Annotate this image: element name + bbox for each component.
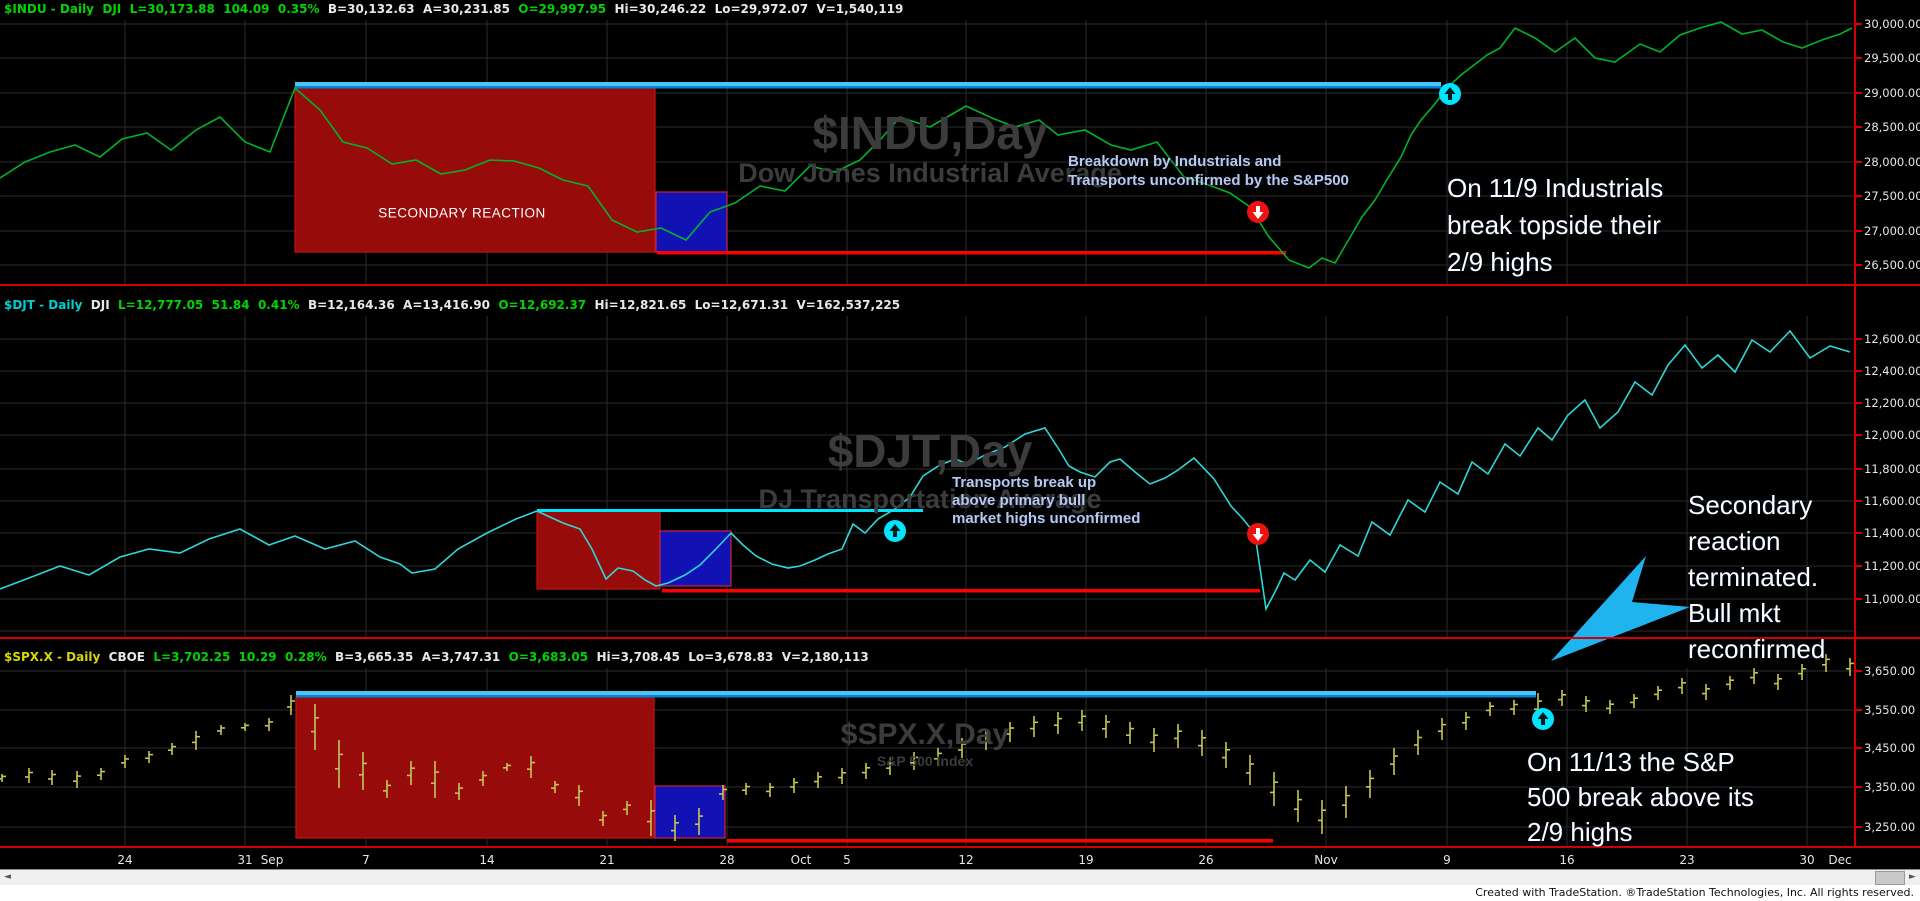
secondary-reaction-box[interactable] (295, 696, 655, 839)
y-axis-label: 11,800.00 (1864, 462, 1920, 476)
y-axis-label: 3,250.00 (1864, 820, 1916, 834)
x-axis-label: 30 (1799, 853, 1815, 867)
confirmation-box[interactable] (655, 191, 728, 253)
x-axis-label: Dec (1828, 853, 1852, 867)
y-axis-label: 3,350.00 (1864, 780, 1916, 794)
breakout-level-line[interactable] (296, 691, 1536, 695)
x-axis-label: 24 (117, 853, 133, 867)
y-axis-label: 12,000.00 (1864, 428, 1920, 442)
x-axis-label: 12 (958, 853, 974, 867)
annotation-indu-0[interactable]: Breakdown by Industrials and Transports u… (1068, 153, 1349, 189)
header-segment: O=29,997.95 (518, 2, 615, 16)
y-axis-label: 12,400.00 (1864, 364, 1920, 378)
secondary-reaction-box[interactable] (294, 85, 656, 253)
chart-header-indu: $INDU - Daily DJI L=30,173.88 104.09 0.3… (4, 2, 903, 18)
y-axis-label: 27,000.00 (1864, 224, 1920, 238)
x-axis-label: 5 (843, 853, 851, 867)
price-line-indu (0, 21, 1853, 269)
y-axis-label: 12,600.00 (1864, 332, 1920, 346)
header-segment: $DJT - Daily (4, 298, 91, 312)
arrow-down-icon (1252, 528, 1264, 541)
watermark-indu-subtitle: Dow Jones Industrial Average (738, 158, 1122, 188)
annotation-spx-0[interactable]: On 11/13 the S&P 500 break above its 2/9 h… (1527, 747, 1754, 847)
x-axis-label: 7 (362, 853, 370, 867)
x-axis-label: 14 (479, 853, 495, 867)
y-axis-label: 12,200.00 (1864, 396, 1920, 410)
chart-canvas[interactable] (0, 0, 1920, 869)
arrow-down-icon (1252, 206, 1264, 219)
x-axis-label: 21 (599, 853, 615, 867)
scroll-right-button[interactable]: ► (1905, 870, 1920, 885)
support-level-line[interactable] (727, 839, 1273, 843)
y-axis-label: 11,200.00 (1864, 559, 1920, 573)
secondary-reaction-label: SECONDARY REACTION (378, 205, 546, 221)
x-axis-label: 23 (1679, 853, 1695, 867)
header-segment: O=12,692.37 (498, 298, 595, 312)
big-cyan-arrow[interactable] (1551, 556, 1690, 661)
header-segment: B=3,665.35 A=3,747.31 (334, 650, 509, 664)
annotation-djt-0[interactable]: Transports break up above primary bull mar… (952, 474, 1141, 527)
support-level-line[interactable] (657, 251, 1286, 255)
y-axis-label: 11,000.00 (1864, 592, 1920, 606)
scroll-left-button[interactable]: ◄ (0, 870, 15, 885)
annotation-indu-1[interactable]: On 11/9 Industrials break topside their 2/… (1447, 173, 1664, 277)
horizontal-scrollbar[interactable]: ◄ ► (0, 869, 1920, 885)
y-axis-label: 11,600.00 (1864, 494, 1920, 508)
x-axis-label: Sep (260, 853, 284, 867)
breakout-level-line-shadow (296, 695, 1536, 698)
watermark-djt-subtitle: DJ Transportation Average (758, 484, 1102, 514)
arrow-up-icon (1537, 712, 1549, 725)
footer-credit: Created with TradeStation. ®TradeStation… (0, 885, 1920, 901)
y-axis-label: 3,650.00 (1864, 664, 1916, 678)
y-axis-label: 28,500.00 (1864, 120, 1920, 134)
annotation-djt-1[interactable]: Secondary reaction terminated. Bull mkt reco… (1688, 490, 1826, 664)
x-axis-label: 9 (1443, 853, 1451, 867)
chart-header-spx: $SPX.X - Daily CBOE L=3,702.25 10.29 0.2… (4, 650, 869, 666)
watermark-indu-symbol: $INDU,Day (812, 107, 1048, 159)
x-axis-label: 28 (719, 853, 735, 867)
y-axis-label: 3,550.00 (1864, 703, 1916, 717)
watermark-spx-subtitle: S&P 500 Index (876, 753, 974, 769)
arrow-up-icon (1444, 87, 1456, 100)
header-segment: $SPX.X - Daily (4, 650, 109, 664)
price-line-djt (0, 329, 1851, 612)
y-axis-label: 28,000.00 (1864, 155, 1920, 169)
header-segment: Hi=3,708.45 Lo=3,678.83 V=2,180,113 (596, 650, 869, 664)
header-segment: B=30,132.63 A=30,231.85 (327, 2, 519, 16)
y-axis-label: 26,500.00 (1864, 258, 1920, 272)
x-axis-label: Oct (790, 853, 812, 867)
header-segment: L=3,702.25 10.29 0.28% (153, 650, 335, 664)
confirmation-box[interactable] (654, 785, 726, 839)
breakout-level-line[interactable] (295, 82, 1441, 86)
y-axis-label: 11,400.00 (1864, 526, 1920, 540)
header-segment: B=12,164.36 A=13,416.90 (307, 298, 499, 312)
x-axis-label: 26 (1198, 853, 1214, 867)
header-segment: O=3,683.05 (508, 650, 597, 664)
x-axis-label: 31 (237, 853, 253, 867)
x-axis-label: 19 (1078, 853, 1094, 867)
y-axis-label: 29,000.00 (1864, 86, 1920, 100)
header-segment: DJI (90, 298, 119, 312)
header-segment: L=12,777.05 51.84 0.41% (118, 298, 308, 312)
watermark-djt-symbol: $DJT,Day (827, 425, 1033, 477)
support-level-line[interactable] (662, 589, 1260, 593)
x-axis-label: 16 (1559, 853, 1575, 867)
y-axis-label: 30,000.00 (1864, 17, 1920, 31)
arrow-up-icon (889, 524, 901, 537)
breakout-level-line[interactable] (537, 509, 923, 512)
chart-header-djt: $DJT - Daily DJI L=12,777.05 51.84 0.41%… (4, 298, 900, 314)
watermark-spx-symbol: $SPX.X,Day (840, 718, 1010, 751)
scrollbar-thumb[interactable] (1875, 871, 1905, 885)
y-axis-label: 29,500.00 (1864, 51, 1920, 65)
header-segment: $INDU - Daily DJI L=30,173.88 104.09 0.3… (4, 2, 328, 16)
header-segment: CBOE (108, 650, 154, 664)
y-axis-label: 3,450.00 (1864, 741, 1916, 755)
header-segment: Hi=30,246.22 Lo=29,972.07 V=1,540,119 (614, 2, 904, 16)
x-axis-label: Nov (1314, 853, 1338, 867)
header-segment: Hi=12,821.65 Lo=12,671.31 V=162,537,225 (594, 298, 901, 312)
breakout-level-line-shadow (295, 86, 1441, 89)
y-axis-label: 27,500.00 (1864, 189, 1920, 203)
confirmation-box[interactable] (659, 530, 732, 587)
